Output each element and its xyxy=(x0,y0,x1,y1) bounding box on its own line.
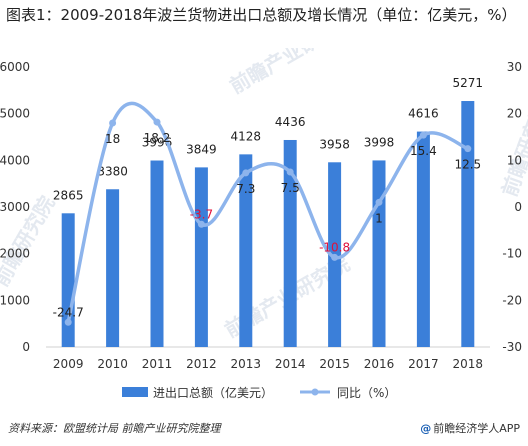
bar xyxy=(283,139,297,347)
y-left-tick-label: 4000 xyxy=(0,153,30,167)
y-right-tick-label: -30 xyxy=(502,340,522,354)
x-tick-label: 2012 xyxy=(186,357,217,371)
bar xyxy=(372,160,386,347)
yoy-point xyxy=(109,119,117,127)
legend-bar-label: 进出口总额（亿美元） xyxy=(153,385,273,400)
x-tick-label: 2009 xyxy=(53,357,84,371)
yoy-value-label: 18 xyxy=(105,132,120,146)
y-right-tick-label: -10 xyxy=(502,247,522,261)
bar-value-label: 3958 xyxy=(319,137,350,151)
yoy-value-label: 7.3 xyxy=(236,182,255,196)
legend: 进出口总额（亿美元） 同比（%） xyxy=(122,385,396,400)
brand-logo-icon: @ xyxy=(420,422,432,435)
x-tick-label: 2010 xyxy=(97,357,128,371)
yoy-point xyxy=(464,145,472,153)
yoy-value-label: 18.2 xyxy=(144,131,171,145)
x-tick-label: 2014 xyxy=(275,357,306,371)
bar xyxy=(194,167,208,347)
y-right-tick-label: 20 xyxy=(507,107,522,121)
footer: 资料来源：欧盟统计局 前瞻产业研究院整理 @ 前瞻经济学人APP xyxy=(0,414,528,440)
bar xyxy=(106,189,120,347)
yoy-point xyxy=(331,253,339,261)
chart: 前瞻产业研究院 前瞻研究院 前瞻产业研究院 前瞻研究院 010002000300… xyxy=(0,48,528,400)
yoy-value-label: 15.4 xyxy=(410,144,437,158)
y-right-tick-label: 0 xyxy=(514,200,522,214)
x-tick-label: 2018 xyxy=(453,357,484,371)
bar xyxy=(61,213,75,347)
bar xyxy=(416,131,430,347)
yoy-value-label: -3.7 xyxy=(190,207,213,221)
legend-line-label: 同比（%） xyxy=(337,386,396,400)
yoy-point xyxy=(286,168,294,176)
bar-value-label: 3849 xyxy=(186,142,217,156)
brand-name: 前瞻经济学人APP xyxy=(433,422,520,435)
source-note: 资料来源：欧盟统计局 前瞻产业研究院整理 xyxy=(8,422,221,435)
x-tick-label: 2013 xyxy=(231,357,262,371)
yoy-points xyxy=(64,118,472,326)
bar-value-label: 4436 xyxy=(275,115,306,129)
legend-bar-swatch xyxy=(122,387,148,397)
y-right-tick-label: -20 xyxy=(502,293,522,307)
yoy-point xyxy=(153,118,161,126)
y-left-tick-label: 2000 xyxy=(0,247,30,261)
bar-value-label: 5271 xyxy=(453,76,484,90)
yoy-value-labels: -24.7 18 18.2 -3.7 7.3 7.5 -10.8 1 15.4 12.5 xyxy=(53,131,481,319)
bar-value-label: 3998 xyxy=(364,135,395,149)
y-left-tick-label: 0 xyxy=(22,340,30,354)
yoy-point xyxy=(375,198,383,206)
yoy-point xyxy=(419,131,427,139)
bar xyxy=(239,154,253,347)
brand: @ 前瞻经济学人APP xyxy=(420,420,520,436)
x-tick-label: 2015 xyxy=(319,357,350,371)
y-right-tick-label: 30 xyxy=(507,60,522,74)
yoy-value-label: -10.8 xyxy=(319,240,350,254)
y-left-tick-label: 3000 xyxy=(0,200,30,214)
yoy-value-label: 1 xyxy=(375,211,383,225)
chart-title: 图表1：2009-2018年波兰货物进出口总额及增长情况（单位：亿美元，%） xyxy=(6,6,517,24)
yoy-point xyxy=(242,169,250,177)
yoy-point xyxy=(197,220,205,228)
x-tick-label: 2016 xyxy=(364,357,395,371)
x-axis-labels: 2009 2010 2011 2012 2013 2014 2015 2016 2017 2018 xyxy=(53,357,483,371)
bar-value-label: 2865 xyxy=(53,188,84,202)
x-tick-label: 2011 xyxy=(142,357,173,371)
yoy-point xyxy=(64,318,72,326)
bar-value-label: 4616 xyxy=(408,107,439,121)
x-tick-label: 2017 xyxy=(408,357,439,371)
y-left-axis: 0 1000 2000 3000 4000 5000 6000 xyxy=(0,60,30,354)
yoy-value-label: -24.7 xyxy=(53,305,84,319)
yoy-line xyxy=(66,101,469,323)
bar xyxy=(461,101,475,347)
y-left-tick-label: 1000 xyxy=(0,293,30,307)
svg-text:前瞻产业研究院: 前瞻产业研究院 xyxy=(226,48,359,98)
bar-value-label: 3380 xyxy=(97,164,128,178)
legend-line-marker xyxy=(311,388,319,396)
y-right-tick-label: 10 xyxy=(507,153,522,167)
yoy-value-label: 12.5 xyxy=(454,158,481,172)
yoy-value-label: 7.5 xyxy=(281,181,300,195)
bar xyxy=(150,160,164,347)
y-right-axis: -30 -20 -10 0 10 20 30 xyxy=(502,60,522,354)
bar-value-label: 4128 xyxy=(231,129,262,143)
y-left-tick-label: 6000 xyxy=(0,60,30,74)
bar-series xyxy=(61,101,475,347)
y-left-tick-label: 5000 xyxy=(0,107,30,121)
